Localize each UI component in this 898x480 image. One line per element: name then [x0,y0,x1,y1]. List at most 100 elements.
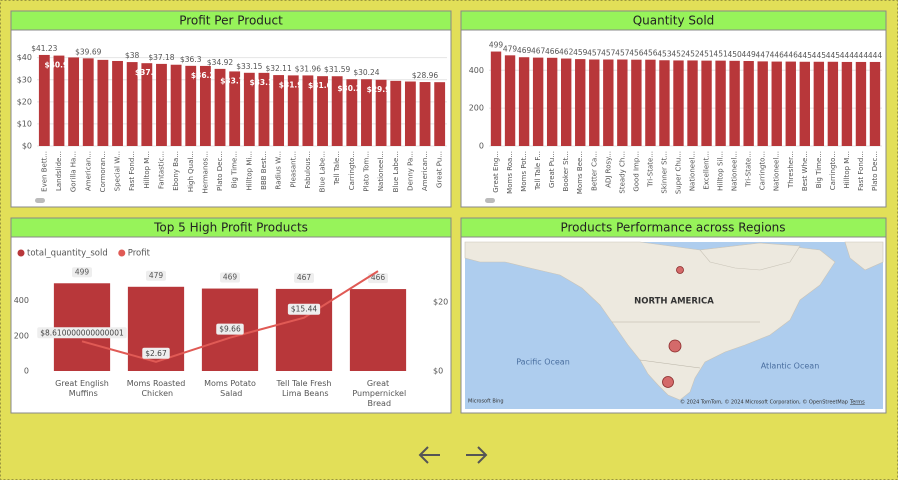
x-tick-label: Tri-State... [646,151,654,188]
bar [546,57,558,146]
value-label: $32.11 [265,64,291,73]
x-tick-label: Moms Pot... [520,151,528,192]
x-tick-label: Tell Tale Fresh Lima Beans [276,379,332,398]
y-tick-label: $20 [433,298,448,307]
land [464,241,836,401]
value-label: $30.24 [353,68,379,77]
y-tick-label: 400 [14,296,29,305]
bar [490,51,502,146]
bar [785,61,796,147]
value-label-box [72,267,92,278]
bar [53,55,65,146]
bar [419,82,431,146]
bar [869,61,881,147]
value-label: $31.96 [295,64,321,73]
value-label: 499 [489,41,504,50]
bar [68,57,80,147]
map-credits: © 2024 TomTom, © 2024 Microsoft Corporat… [680,399,848,406]
x-tick-label: Ebony Ba... [172,151,180,191]
x-tick-label: Blue Labe... [319,151,327,192]
scrollbar [35,198,45,203]
y-tick-label: 0 [479,142,484,151]
map-bubble[interactable] [668,339,682,353]
bar [827,61,839,147]
value-label-box [146,270,166,281]
value-label-box [216,323,244,335]
value-label: 444 [868,51,883,60]
x-tick-label: Carringto... [829,151,837,190]
value-label: 444 [840,51,855,60]
x-tick-label: Hilltop M... [843,151,851,189]
map-bubble[interactable] [676,266,684,274]
x-tick-label: BBB Best... [260,151,268,190]
x-tick-label: Thresher... [787,151,795,189]
value-label: $33.15 [236,62,262,71]
value-label: $15.44 [291,305,317,314]
value-label: $9.66 [219,325,241,334]
panel-header [460,217,887,238]
bar [38,54,50,146]
x-tick-label: Big Time... [231,151,239,188]
bar [729,60,740,147]
y-tick-label: $20 [17,97,32,106]
value-label: 457 [615,48,630,57]
bar [504,55,516,147]
scrollbar [485,198,495,203]
bar [701,60,712,146]
value-label: 449 [741,50,756,59]
value-label: $37.18 [148,53,174,62]
map-terms[interactable]: Terms [849,400,865,406]
x-tick-label: Nationeel... [377,151,385,191]
map-bubble[interactable] [662,376,674,388]
value-label: 456 [629,49,644,58]
value-label: 453 [657,49,672,58]
bar [349,289,407,371]
value-label: $28.96 [412,71,438,80]
value-label-box [368,273,388,284]
x-tick-label: Gorilla Ha... [70,151,78,192]
x-tick-label: Plato Dec... [216,151,224,191]
x-tick-label: Great English Muffins [55,379,109,398]
y-tick-label: 200 [469,104,484,113]
chart-title: Top 5 High Profit Products [153,221,308,235]
panel-header [10,217,452,238]
nav-prev[interactable] [418,446,440,464]
value-label: $31.59 [324,65,350,74]
bar [645,59,656,146]
bar [518,57,530,146]
bar [214,68,226,146]
bar [813,61,825,147]
x-tick-label: Hilltop Sil... [717,151,725,191]
x-tick-label: Fantastic... [157,151,165,189]
bar [97,59,109,146]
map-title: Products Performance across Regions [560,221,785,235]
x-tick-label: Pleasant... [289,151,297,188]
legend-label: Profit [128,249,151,259]
map-label: NORTH AMERICA [634,297,714,307]
x-tick-label: Better Ca... [590,151,598,191]
bar [156,63,167,146]
chart-title: Profit Per Product [179,14,283,28]
value-label: $38 [125,51,140,60]
bar [375,79,387,146]
x-tick-label: Moms Potato Salad [204,379,256,398]
value-label: $29.98 [367,85,396,94]
map-label: Atlantic Ocean [761,362,820,371]
x-tick-label: Tell Tale F... [534,151,542,191]
bar [575,59,586,146]
value-label: 467 [297,273,312,282]
bar [841,61,853,147]
land [699,242,801,271]
x-tick-label: High Qual... [187,151,195,192]
legend-marker [17,249,25,257]
bar [199,65,211,146]
value-label: 452 [671,49,686,58]
bar [275,288,333,371]
bar [617,59,628,146]
bar [287,75,299,146]
value-label: 457 [601,48,616,57]
panel-header [10,10,452,31]
x-tick-label: Radius W... [275,151,283,190]
x-tick-label: Hilltop Mi... [245,151,253,190]
nav-next[interactable] [466,446,488,464]
